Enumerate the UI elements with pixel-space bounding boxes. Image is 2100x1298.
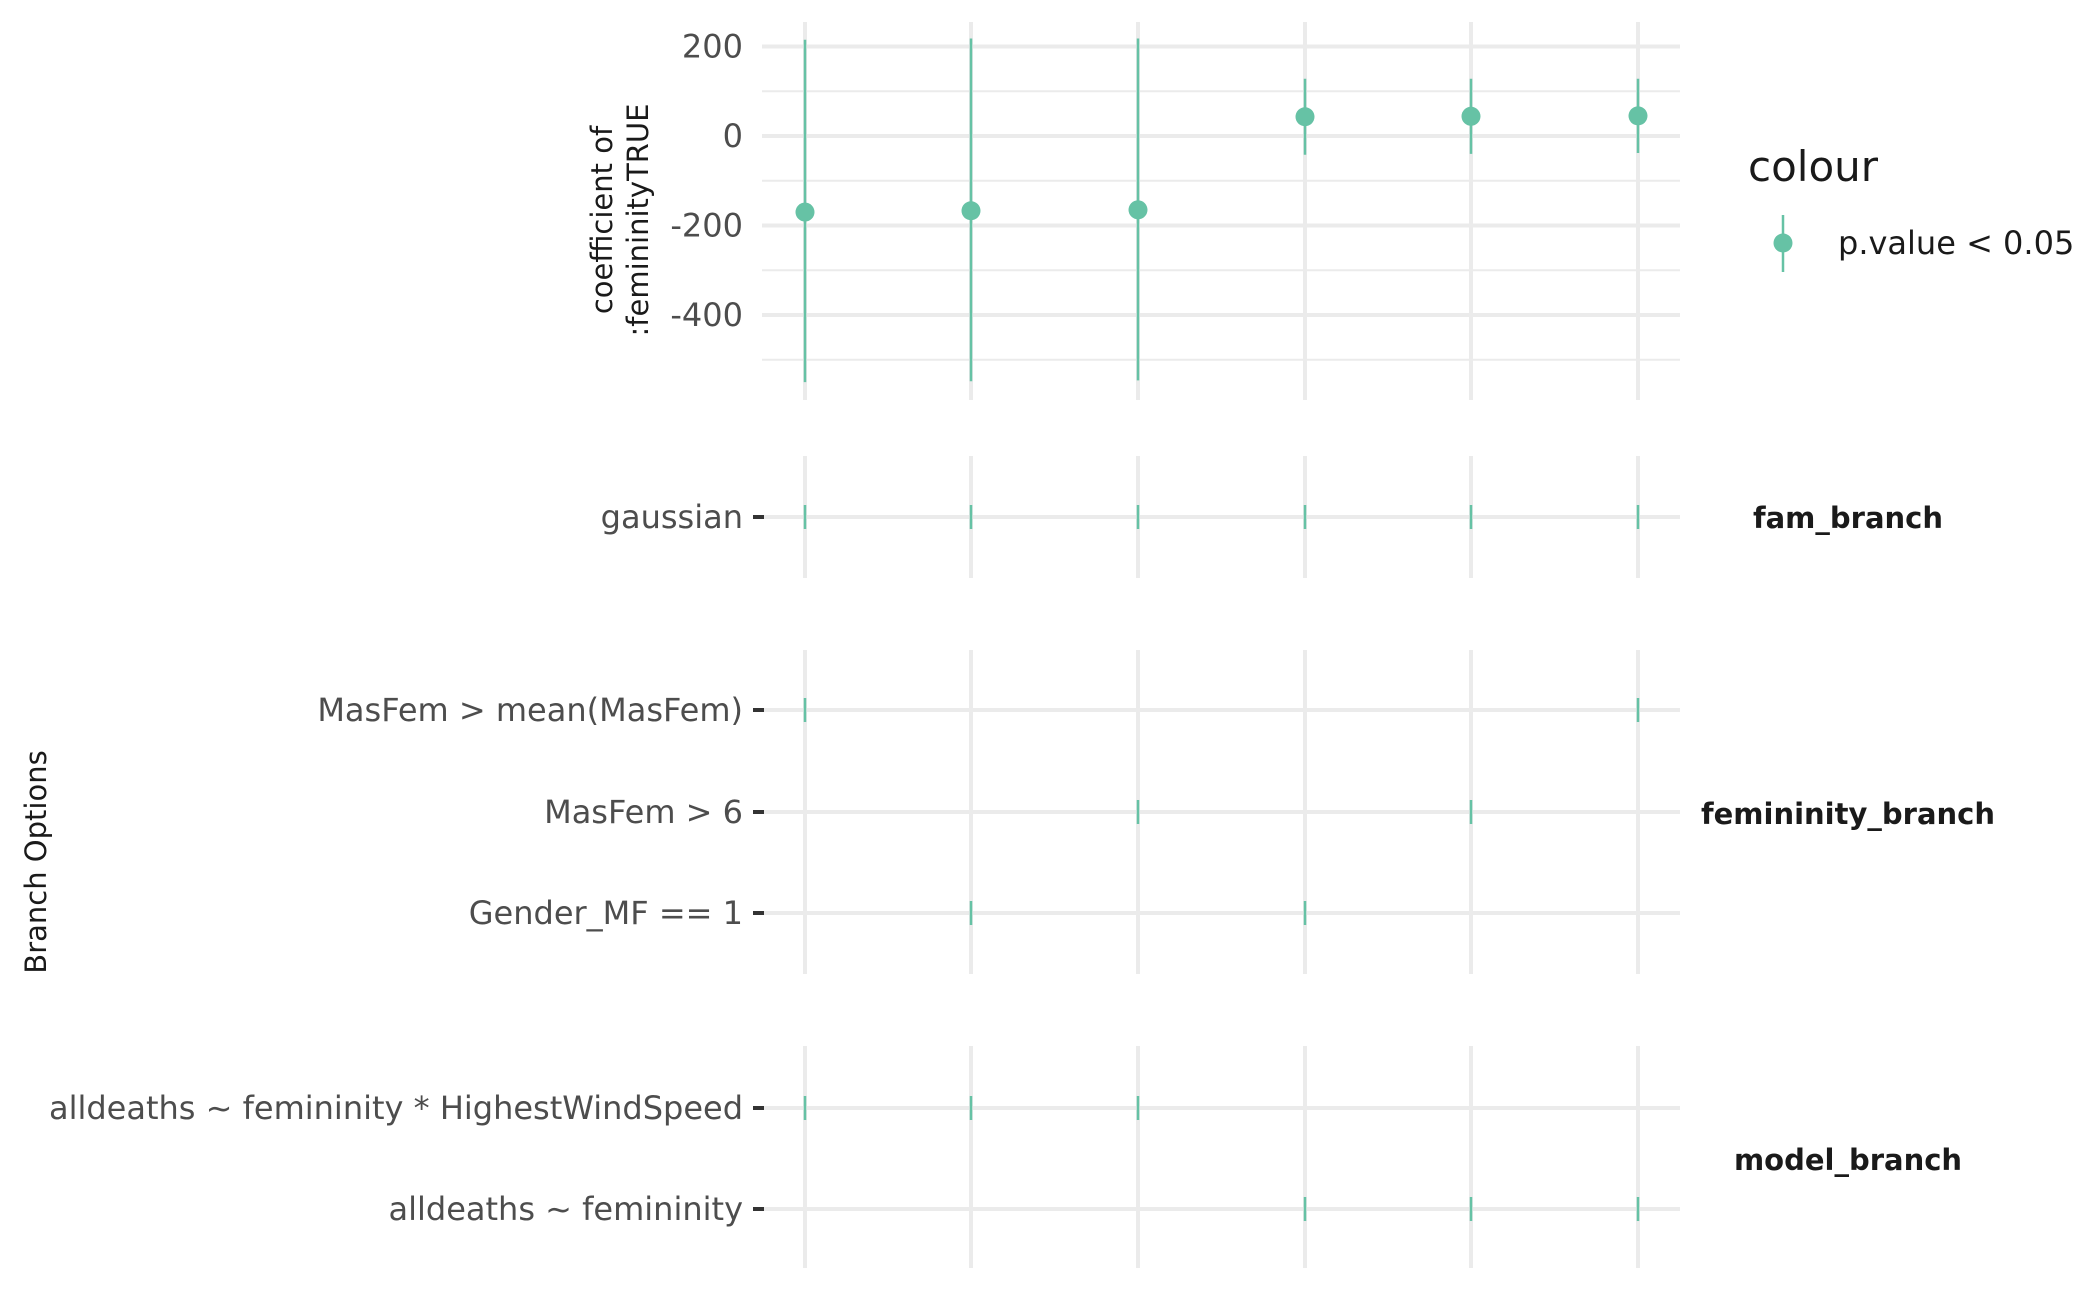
- legend-key-point: [1773, 233, 1793, 253]
- top-point-3: [1128, 200, 1148, 220]
- strip-label-femininity_branch: femininity_branch: [1701, 797, 1995, 831]
- branch-option-label: alldeaths ~ femininity * HighestWindSpee…: [49, 1089, 743, 1127]
- top-ylabel-line-1: coefficient of: [585, 125, 619, 314]
- top-ylabel-line-2: :femininityTRUE: [621, 104, 655, 337]
- top-point-4: [1295, 107, 1315, 127]
- legend-label: p.value < 0.05: [1838, 224, 2074, 262]
- branch-panel-model_branch: alldeaths ~ femininity * HighestWindSpee…: [49, 1046, 1962, 1268]
- top-point-5: [1461, 106, 1481, 126]
- top-ytick-label-3: -200: [670, 207, 743, 245]
- legend: colour p.value < 0.05: [1748, 142, 2074, 272]
- branch-option-label: alldeaths ~ femininity: [389, 1190, 744, 1228]
- top-panel: 200 0 -200 -400 coefficient of :femininityT…: [585, 22, 1680, 400]
- legend-title: colour: [1748, 142, 1879, 191]
- branch-option-label: Gender_MF == 1: [469, 894, 743, 932]
- branch-panel-femininity_branch: MasFem > mean(MasFem) MasFem > 6 Gender_MF…: [317, 650, 1995, 974]
- branch-option-label: MasFem > mean(MasFem): [317, 691, 743, 729]
- top-panel-grid: [762, 22, 1680, 400]
- branch-panel-fam_branch: gaussian fam_branch: [601, 456, 1943, 578]
- branch-ylabel: Branch Options: [19, 750, 53, 973]
- top-panel-marks: [795, 38, 1648, 383]
- strip-label-fam_branch: fam_branch: [1753, 501, 1943, 535]
- top-point-6: [1628, 106, 1648, 126]
- branch-option-label: MasFem > 6: [544, 793, 743, 831]
- top-ytick-label-4: -400: [670, 296, 743, 334]
- branch-option-label: gaussian: [601, 498, 743, 536]
- top-point-2: [961, 201, 981, 221]
- top-point-1: [795, 202, 815, 222]
- top-ytick-label-2: 0: [723, 117, 743, 155]
- strip-label-model_branch: model_branch: [1734, 1143, 1962, 1177]
- top-panel-y-ticks: 200 0 -200 -400: [670, 28, 743, 335]
- top-ytick-label-1: 200: [682, 28, 743, 66]
